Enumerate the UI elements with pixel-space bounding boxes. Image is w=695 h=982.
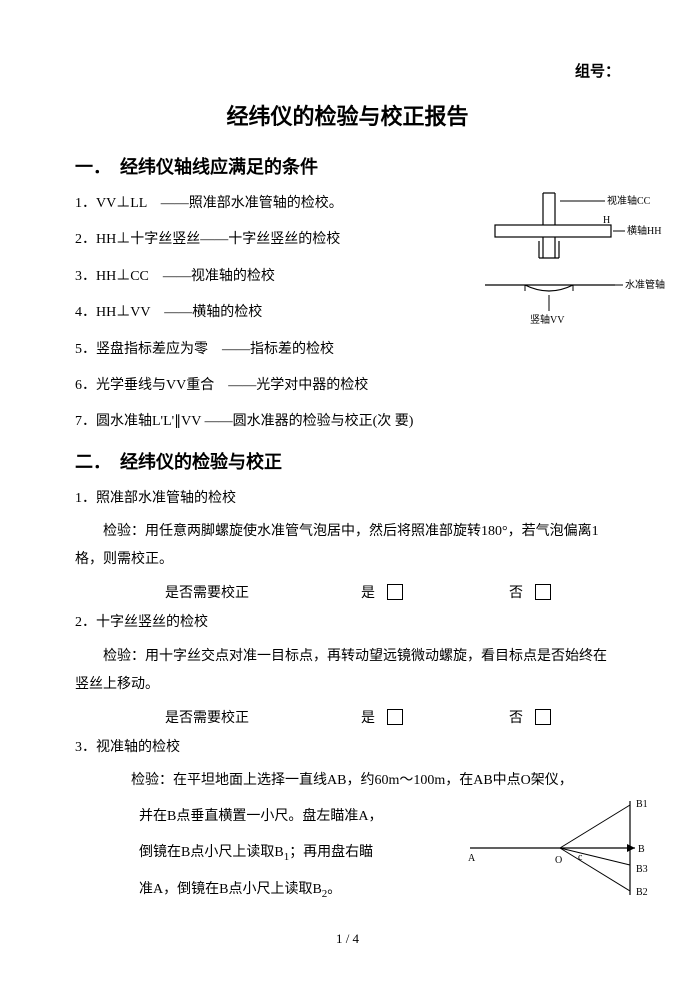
diagram-label-vv: 竖轴VV bbox=[530, 313, 565, 326]
list-item: 7．圆水准轴L'L'∥VV ——圆水准器的检验与校正(次 要) bbox=[75, 411, 620, 433]
sight-axis-diagram: A O c B1 B B3 B2 bbox=[460, 793, 655, 903]
diag2-B2: B2 bbox=[636, 887, 648, 898]
diagram-label-hh: 横轴HH bbox=[627, 224, 661, 237]
no-label: 否 bbox=[483, 582, 523, 602]
page-title: 经纬仪的检验与校正报告 bbox=[75, 99, 620, 131]
yes-checkbox[interactable] bbox=[387, 709, 403, 725]
diag2-A: A bbox=[468, 853, 476, 864]
section1-body: 视准轴CC H 横轴HH 水准管轴LL 竖轴VV 1．VV⊥LL ——照准部水准… bbox=[75, 193, 620, 434]
list-item: 6．光学垂线与VV重合 ——光学对中器的检校 bbox=[75, 375, 620, 397]
item2-title: 2．十字丝竖丝的检校 bbox=[75, 612, 620, 634]
section2-header: 二． 经纬仪的检验与校正 bbox=[75, 448, 620, 474]
no-checkbox[interactable] bbox=[535, 709, 551, 725]
yes-label: 是 bbox=[335, 582, 375, 602]
check-label: 是否需要校正 bbox=[165, 707, 335, 727]
axis-diagram: 视准轴CC H 横轴HH 水准管轴LL 竖轴VV bbox=[455, 183, 665, 333]
yes-checkbox[interactable] bbox=[387, 584, 403, 600]
check-label: 是否需要校正 bbox=[165, 582, 335, 602]
item3-line1: 检验：在平坦地面上选择一直线AB，约60m～100m，在AB中点O架仪， bbox=[75, 767, 620, 795]
diagram-label-ll: 水准管轴LL bbox=[625, 278, 665, 291]
yes-label: 是 bbox=[335, 707, 375, 727]
item1-body: 检验：用任意两脚螺旋使水准管气泡居中，然后将照准部旋转180°，若气泡偏离1格，… bbox=[75, 518, 620, 574]
diag2-c: c bbox=[578, 852, 583, 863]
item3-line2: 并在B点垂直横置一小尺。盘左瞄准A， bbox=[139, 803, 435, 831]
diag2-B1: B1 bbox=[636, 799, 648, 810]
item3-container: 检验：在平坦地面上选择一直线AB，约60m～100m，在AB中点O架仪， 并在B… bbox=[75, 767, 620, 905]
item3-line4: 准A，倒镜在B点小尺上读取B2。 bbox=[139, 876, 435, 905]
item2-checkbox-row: 是否需要校正 是 否 bbox=[75, 707, 620, 727]
item3-title: 3．视准轴的检校 bbox=[75, 737, 620, 759]
item2-body: 检验：用十字丝交点对准一目标点，再转动望远镜微动螺旋，看目标点是否始终在竖丝上移… bbox=[75, 643, 620, 699]
section1-header: 一． 经纬仪轴线应满足的条件 bbox=[75, 153, 620, 179]
list-item: 5．竖盘指标差应为零 ——指标差的检校 bbox=[75, 339, 620, 361]
diag2-B: B bbox=[638, 844, 645, 855]
item1-checkbox-row: 是否需要校正 是 否 bbox=[75, 582, 620, 602]
item1-title: 1．照准部水准管轴的检校 bbox=[75, 488, 620, 510]
diagram-label-cc: 视准轴CC bbox=[607, 194, 651, 207]
group-number-label: 组号： bbox=[75, 60, 620, 81]
item3-line3: 倒镜在B点小尺上读取B1；再用盘右瞄 bbox=[139, 839, 435, 868]
diag2-O: O bbox=[555, 855, 562, 866]
diag2-B3: B3 bbox=[636, 864, 648, 875]
no-label: 否 bbox=[483, 707, 523, 727]
no-checkbox[interactable] bbox=[535, 584, 551, 600]
diagram-label-h: H bbox=[603, 215, 610, 226]
page-number: 1 / 4 bbox=[0, 931, 695, 947]
